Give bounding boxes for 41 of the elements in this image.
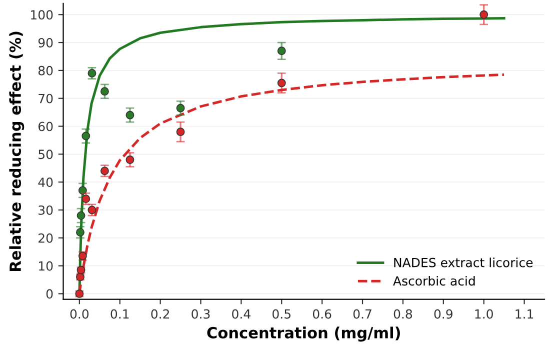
y-tick-label: 40 bbox=[38, 178, 53, 187]
point bbox=[277, 78, 286, 88]
point bbox=[78, 186, 87, 195]
point bbox=[76, 228, 84, 237]
point bbox=[76, 211, 86, 220]
x-tick-label: 1.0 bbox=[475, 309, 493, 319]
x-tick-label: 0.6 bbox=[312, 309, 332, 319]
y-tick-label: 100 bbox=[31, 10, 53, 20]
legend-label: NADES extract licorice bbox=[394, 258, 533, 268]
x-tick-label: 0.0 bbox=[70, 309, 89, 319]
point bbox=[100, 166, 109, 176]
x-tick-label: 0.5 bbox=[272, 309, 290, 319]
point bbox=[176, 128, 185, 136]
legend-label: Ascorbic acid bbox=[393, 276, 475, 286]
y-tick-label: 80 bbox=[38, 66, 53, 76]
point bbox=[480, 10, 488, 19]
x-tick-label: 0.8 bbox=[394, 309, 412, 319]
y-tick-label: 90 bbox=[38, 38, 53, 48]
x-tick-label: 0.3 bbox=[192, 309, 210, 319]
y-tick-label: 30 bbox=[38, 205, 53, 215]
point bbox=[82, 132, 90, 140]
y-axis-title: Relative reducing effect (%) bbox=[9, 32, 24, 271]
point bbox=[126, 110, 134, 120]
y-tick-label: 10 bbox=[38, 261, 53, 271]
point bbox=[176, 104, 185, 112]
y-tick-label: 60 bbox=[38, 122, 53, 132]
y-tick-label: 50 bbox=[38, 150, 53, 160]
point bbox=[100, 87, 109, 96]
point bbox=[88, 69, 96, 78]
point bbox=[277, 46, 286, 56]
x-tick-label: 0.9 bbox=[434, 309, 452, 319]
x-axis-title: Concentration (mg/ml) bbox=[207, 326, 400, 342]
x-tick-label: 0.2 bbox=[151, 309, 169, 319]
y-tick-label: 70 bbox=[38, 94, 53, 104]
x-tick-label: 0.7 bbox=[353, 309, 372, 319]
y-tick-label: 0 bbox=[46, 289, 53, 299]
x-tick-label: 1.1 bbox=[516, 309, 534, 319]
point bbox=[126, 156, 134, 164]
x-tick-label: 0.1 bbox=[110, 309, 129, 319]
y-tick-label: 20 bbox=[38, 233, 53, 243]
x-tick-label: 0.4 bbox=[232, 309, 250, 319]
